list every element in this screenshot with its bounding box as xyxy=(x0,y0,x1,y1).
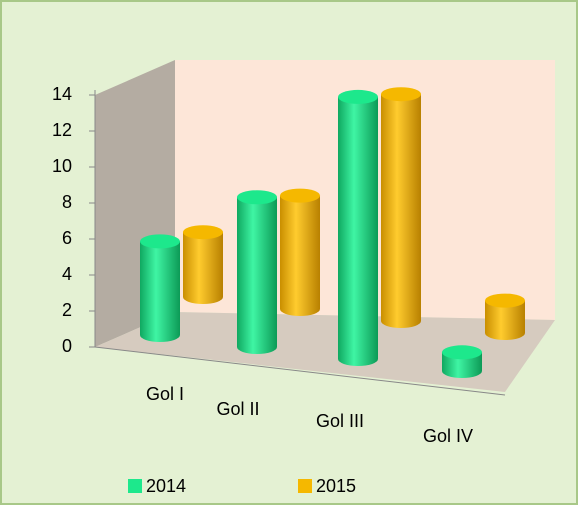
legend-swatch xyxy=(128,479,142,493)
y-tick-label: 4 xyxy=(62,264,72,284)
bar xyxy=(183,232,223,297)
x-tick-label: Gol II xyxy=(216,399,259,419)
bar xyxy=(338,96,378,360)
legend-swatch xyxy=(298,479,312,493)
cylinder-top xyxy=(183,225,223,240)
cylinder-top xyxy=(442,345,482,360)
x-tick-label: Gol I xyxy=(146,384,184,404)
bar xyxy=(280,195,320,309)
cylinder-top xyxy=(381,87,421,102)
y-tick-label: 14 xyxy=(52,84,72,104)
cylinder-top xyxy=(140,234,180,249)
x-tick-label: Gol IV xyxy=(423,426,473,446)
bar xyxy=(381,94,421,321)
cylinder-top xyxy=(280,188,320,203)
x-axis xyxy=(94,346,506,396)
bar xyxy=(237,197,277,347)
bar xyxy=(140,241,180,335)
floor xyxy=(95,312,555,392)
y-tick-label: 0 xyxy=(62,336,72,356)
x-tick-label: Gol III xyxy=(316,411,364,431)
y-tick-label: 10 xyxy=(52,156,72,176)
y-tick-label: 6 xyxy=(62,228,72,248)
cylinder-top xyxy=(237,190,277,205)
y-tick-label: 8 xyxy=(62,192,72,212)
legend-label: 2014 xyxy=(146,476,186,496)
y-tick-label: 2 xyxy=(62,300,72,320)
cylinder-top xyxy=(338,89,378,104)
cylinder-top xyxy=(485,293,525,308)
y-tick-label: 12 xyxy=(52,120,72,140)
legend-label: 2015 xyxy=(316,476,356,496)
